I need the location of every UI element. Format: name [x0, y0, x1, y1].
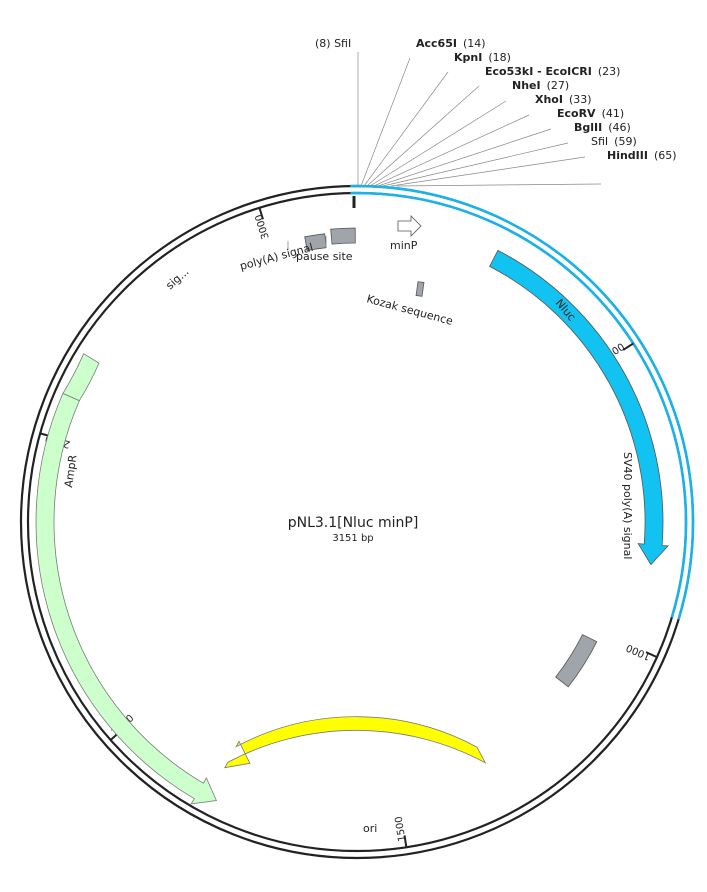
ampr-feature[interactable] [35, 392, 217, 805]
site-label-nhei[interactable]: NheI (27) [512, 79, 569, 92]
site-label-sfii[interactable]: SfiI (59) [591, 135, 637, 148]
site-position: (59) [614, 135, 637, 148]
site-name: SfiI [334, 37, 351, 50]
site-leader-line [382, 142, 569, 187]
tick-mark-500 [622, 342, 634, 351]
tick-mark-1000 [645, 651, 658, 659]
tick-mark-1500 [403, 835, 408, 848]
site-label-bglii[interactable]: BglII (46) [574, 121, 631, 134]
sv40-label: SV40 poly(A) signal [621, 452, 634, 559]
site-label-sfii[interactable]: (8) SfiI [315, 37, 351, 50]
tick-label-1000: 1000 [625, 641, 653, 661]
kozak-label: Kozak sequence [365, 292, 454, 328]
insert-region-outer-arc [350, 184, 695, 620]
signal-peptide-feature[interactable] [62, 353, 100, 402]
ori-label: ori [363, 822, 377, 835]
minp-feature[interactable] [397, 215, 422, 237]
minp-label: minP [390, 239, 418, 252]
site-leader-line [360, 57, 411, 187]
nluc-feature[interactable] [489, 249, 669, 566]
insert-region-inner-arc [350, 191, 688, 618]
sig-label: sig... [163, 265, 191, 292]
site-name: NheI [512, 79, 541, 92]
site-name: KpnI [454, 51, 482, 64]
site-name: XhoI [535, 93, 563, 106]
sv40-polya-feature[interactable] [555, 634, 598, 688]
restriction-sites: (8) SfiI Acc65I (14)KpnI (18)Eco53kI - EcoI… [315, 37, 677, 187]
site-position: (14) [463, 37, 486, 50]
plasmid-length: 3151 bp [332, 533, 373, 544]
tick-mark-3000 [258, 207, 264, 220]
site-label-kpni[interactable]: KpnI (18) [454, 51, 511, 64]
site-name: EcoRV [557, 107, 596, 120]
site-name: Acc65I [416, 37, 457, 50]
site-leader-line [369, 100, 507, 187]
site-leader-line [366, 85, 480, 187]
site-position: (33) [569, 93, 592, 106]
site-label-xhoi[interactable]: XhoI (33) [535, 93, 592, 106]
site-label-ecorv[interactable]: EcoRV (41) [557, 107, 624, 120]
tick-label-3000: 3000 [254, 213, 272, 241]
site-leader-line [363, 71, 449, 187]
site-position: (41) [602, 107, 625, 120]
site-label-hindiii[interactable]: HindIII (65) [607, 149, 677, 162]
site-position: (65) [654, 149, 677, 162]
site-leader-line [373, 114, 530, 187]
tick-label-1500: 1500 [394, 815, 409, 842]
pause-label: pause site [296, 250, 353, 263]
ori-feature[interactable] [224, 716, 487, 769]
site-name: BglII [574, 121, 602, 134]
site-label-acc65i[interactable]: Acc65I (14) [416, 37, 486, 50]
site-leader-line [390, 156, 586, 187]
site-position: (18) [488, 51, 511, 64]
feature-layer [35, 215, 669, 805]
site-name: HindIII [607, 149, 648, 162]
kozak-feature[interactable] [415, 281, 425, 297]
pause-site-feature[interactable] [330, 227, 356, 245]
plasmid-name: pNL3.1[Nluc minP] [288, 515, 419, 531]
site-label-eco53ki-ecoicri[interactable]: Eco53kI - EcoICRI (23) [485, 65, 620, 78]
site-name: Eco53kI - EcoICRI [485, 65, 592, 78]
site-position: (46) [608, 121, 631, 134]
site-leader-line [396, 183, 602, 187]
site-name: SfiI [591, 135, 608, 148]
site-position: (8) [315, 37, 334, 50]
site-position: (23) [598, 65, 621, 78]
site-position: (27) [547, 79, 570, 92]
ampr-label: AmpR [62, 454, 79, 489]
site-leader-line [377, 128, 552, 187]
